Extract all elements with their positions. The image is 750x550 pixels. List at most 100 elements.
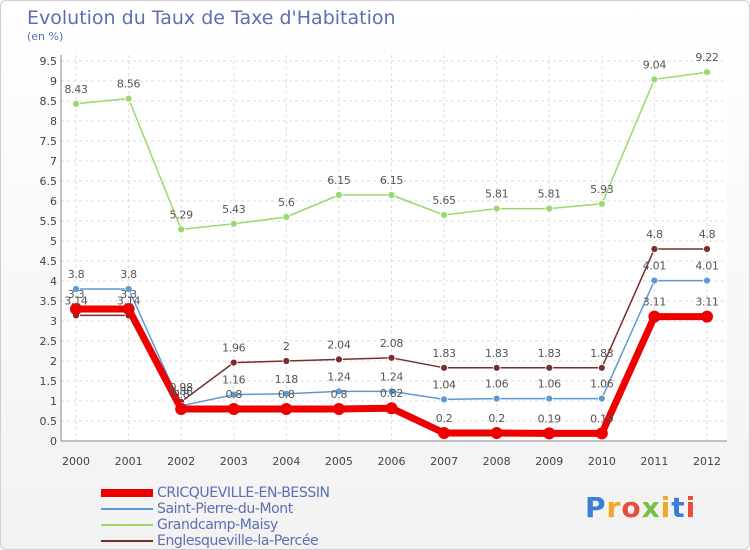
line-chart: 0 0.5 1 1.5 2 2.5 3 3.5 4 4.5 5 5.5 6 6.5 7 7.5 8 8.5 9 9.5… [40,51,727,468]
data-label-0: 0.19 [590,412,614,425]
data-label-0: 0.2 [488,412,505,425]
data-label-3: 2 [283,340,290,353]
y-tick-label: 2 [50,355,57,368]
data-label-0: 0.8 [173,388,190,401]
plot-area [61,55,727,441]
series-point-2 [650,75,659,84]
legend-label: Saint-Pierre-du-Mont [157,501,293,517]
data-label-2: 5.6 [278,196,295,209]
series-point-1 [492,394,501,403]
series-point-1 [335,387,343,396]
legend-label: Grandcamp-Maisy [157,517,278,533]
series-point-0 [648,310,661,323]
logo-letter: P [585,491,607,524]
y-tick-label: 6.5 [40,175,58,188]
x-tick-label: 2002 [167,455,195,468]
legend-label: CRICQUEVILLE-EN-BESSIN [157,485,330,501]
x-tick-label: 2009 [535,455,563,468]
series-point-3 [492,363,501,372]
series-point-0 [385,402,398,415]
series-point-1 [597,394,606,403]
legend-swatch [101,489,153,497]
y-tick-label: 0 [50,435,57,448]
data-label-1: 3.8 [120,268,137,281]
logo-letter: t [671,491,686,524]
series-point-1 [650,276,659,285]
logo-letter: i [685,491,697,524]
data-label-3: 1.83 [538,347,562,360]
series-point-2 [387,191,396,199]
series-point-2 [492,204,501,213]
data-label-1: 1.24 [327,370,351,383]
data-label-1: 1.06 [485,378,509,391]
x-tick-label: 2003 [220,455,248,468]
data-label-1: 1.24 [380,370,404,383]
data-label-0: 0.8 [278,388,295,401]
series-point-2 [703,68,711,77]
logo-letter: x [641,491,661,524]
data-label-3: 0.98 [170,381,194,394]
series-point-0 [438,427,451,439]
data-label-0: 3.3 [120,288,137,301]
y-tick-label: 1 [50,395,57,408]
series-point-0 [490,427,503,439]
y-tick-label: 5.5 [40,215,58,228]
series-point-2 [335,191,343,199]
data-label-2: 5.81 [538,188,561,201]
data-label-3: 2.08 [380,337,404,350]
data-label-1: 1.06 [590,378,614,391]
series-point-3 [440,363,448,372]
x-tick-label: 2012 [693,455,721,468]
data-label-1: 1.18 [275,373,299,386]
data-label-0: 0.82 [380,387,403,400]
y-tick-label: 8.5 [40,95,58,108]
series-point-3 [545,363,554,372]
series-point-3 [703,245,711,253]
y-tick-label: 4.5 [40,255,58,268]
data-label-1: 4.01 [695,260,718,273]
x-tick-label: 2008 [483,455,511,468]
y-tick-label: 7.5 [40,135,58,148]
data-label-2: 5.43 [222,203,246,216]
data-label-3: 4.8 [646,228,663,241]
data-label-2: 9.04 [643,58,667,71]
series-point-1 [229,390,238,399]
data-label-0: 0.8 [331,388,348,401]
series-point-2 [597,199,606,208]
series-point-2 [545,204,554,213]
y-tick-label: 5 [50,235,57,248]
x-tick-label: 2001 [115,455,143,468]
series-point-0 [543,427,556,440]
y-tick-label: 1.5 [40,375,58,388]
data-label-2: 5.29 [170,208,194,221]
series-point-2 [229,219,238,228]
series-point-0 [227,403,240,415]
series-point-0 [332,403,345,415]
data-label-1: 3.8 [68,268,85,281]
y-tick-label: 4 [50,275,57,288]
chart-title: Evolution du Taux de Taxe d'Habitation [27,7,396,29]
series-point-0 [70,303,82,315]
x-tick-label: 2004 [272,455,300,468]
y-tick-label: 0.5 [40,415,58,428]
series-point-0 [595,427,608,440]
series-point-2 [72,99,80,108]
x-tick-label: 2005 [325,455,353,468]
series-point-2 [282,213,291,221]
series-point-1 [282,389,291,398]
chart-subtitle: (en %) [27,30,64,43]
y-tick-label: 3.5 [40,295,58,308]
legend-swatch [101,524,153,526]
y-tick-label: 2.5 [40,335,58,348]
data-label-0: 0.8 [225,388,242,401]
series-point-3 [597,363,606,372]
data-label-3: 1.96 [222,342,246,355]
data-label-0: 3.11 [643,296,666,309]
x-tick-label: 2006 [378,455,406,468]
data-label-3: 3.14 [64,294,88,307]
series-point-3 [335,355,343,364]
series-point-0 [280,403,293,415]
y-tick-label: 9 [50,75,57,88]
series-point-1 [703,276,711,285]
data-label-2: 5.81 [485,188,508,201]
